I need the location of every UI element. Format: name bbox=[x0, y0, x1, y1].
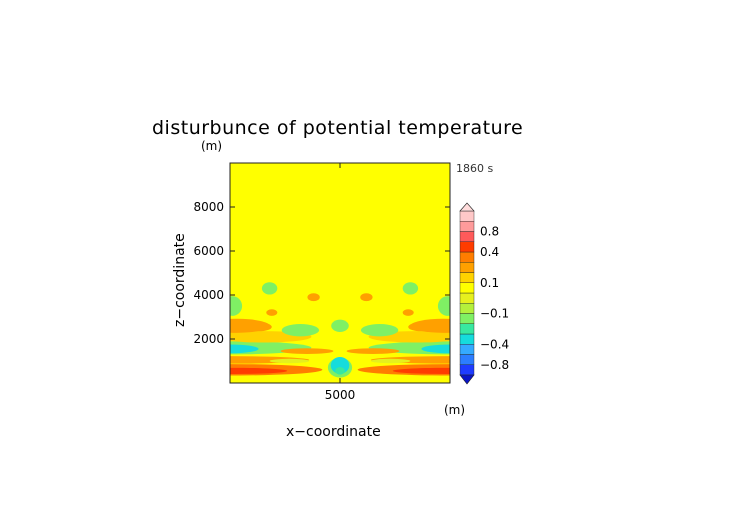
y-tick-label: 6000 bbox=[193, 244, 224, 258]
y-axis: 2000 4000 6000 8000 bbox=[193, 200, 450, 346]
contour-region bbox=[421, 344, 450, 354]
y-tick-label: 2000 bbox=[193, 332, 224, 346]
contour-region bbox=[230, 344, 259, 354]
colorbar-bin bbox=[459, 323, 475, 335]
y-tick-label: 8000 bbox=[193, 200, 224, 214]
colorbar-bin bbox=[459, 241, 475, 253]
colorbar-bin bbox=[459, 272, 475, 283]
contour-region bbox=[331, 319, 349, 332]
colorbar-bin bbox=[459, 251, 475, 263]
contour-region bbox=[307, 293, 320, 302]
contour-region bbox=[281, 324, 320, 337]
colorbar-label: −0.1 bbox=[480, 307, 509, 321]
colorbar-label: −0.4 bbox=[480, 337, 509, 351]
contour-region bbox=[269, 358, 310, 364]
contour-region bbox=[280, 348, 334, 354]
colorbar-bin bbox=[459, 262, 475, 273]
contour-region bbox=[230, 296, 243, 316]
colorbar-bin bbox=[459, 344, 475, 355]
contour-region bbox=[346, 348, 400, 354]
x-unit-label: (m) bbox=[444, 403, 465, 417]
contour-region bbox=[360, 324, 399, 337]
contour-region bbox=[402, 282, 419, 295]
y-axis-label: z−coordinate bbox=[172, 233, 188, 327]
chart-title: disturbunce of potential temperature bbox=[152, 117, 523, 139]
contour-region bbox=[402, 309, 414, 316]
y-unit-label: (m) bbox=[201, 139, 222, 153]
colorbar: 0.8 0.4 0.1 −0.1 −0.4 −0.8 bbox=[459, 202, 509, 385]
contour-region bbox=[392, 367, 450, 374]
contour-region bbox=[261, 282, 278, 295]
colorbar-label: 0.1 bbox=[480, 276, 499, 290]
contour-region bbox=[230, 367, 288, 374]
contour-region bbox=[335, 367, 345, 375]
x-axis-label: x−coordinate bbox=[286, 424, 381, 440]
colorbar-bin bbox=[459, 364, 475, 376]
colorbar-bin bbox=[459, 231, 475, 242]
contour-region bbox=[330, 357, 350, 374]
colorbar-bin bbox=[459, 292, 475, 304]
colorbar-bin bbox=[459, 333, 475, 345]
colorbar-bin bbox=[459, 210, 475, 222]
contour-region bbox=[370, 358, 411, 364]
x-tick-label: 5000 bbox=[325, 388, 356, 402]
contour-region bbox=[266, 309, 278, 316]
colorbar-label: 0.4 bbox=[480, 245, 499, 259]
colorbar-bin bbox=[459, 354, 475, 365]
colorbar-bin bbox=[459, 221, 475, 232]
colorbar-under-arrow bbox=[459, 374, 475, 385]
colorbar-over-arrow bbox=[459, 202, 475, 212]
colorbar-bin bbox=[459, 313, 475, 324]
colorbar-label: −0.8 bbox=[480, 358, 509, 372]
colorbar-bin bbox=[459, 282, 475, 294]
contour-region bbox=[408, 322, 435, 332]
contour-region bbox=[437, 296, 450, 316]
contour-region bbox=[245, 322, 272, 332]
colorbar-bin bbox=[459, 303, 475, 314]
contour-field bbox=[230, 282, 450, 378]
x-axis: 5000 bbox=[325, 163, 356, 402]
colorbar-label: 0.8 bbox=[480, 225, 499, 239]
time-label: 1860 s bbox=[456, 162, 493, 175]
y-tick-label: 4000 bbox=[193, 288, 224, 302]
contour-region bbox=[360, 293, 373, 302]
